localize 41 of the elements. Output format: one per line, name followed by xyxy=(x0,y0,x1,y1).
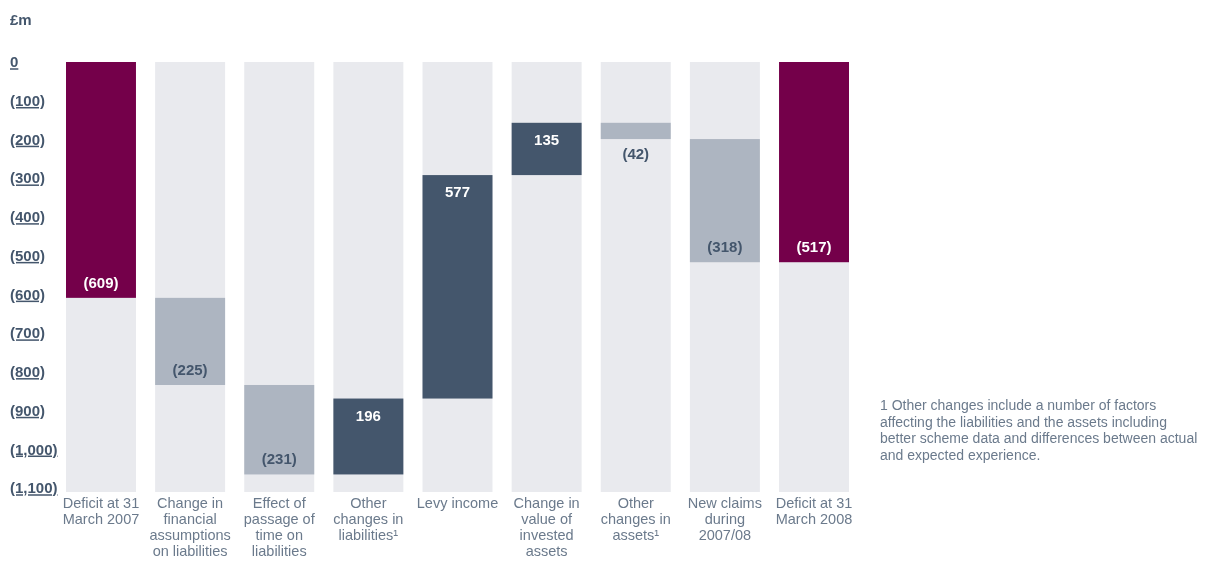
y-tick-label: (1,000) xyxy=(10,440,58,458)
y-tick-label: (200) xyxy=(10,130,46,148)
x-tick-label: Effect of passage of time on liabilities xyxy=(243,495,316,559)
data-label: (231) xyxy=(261,450,297,468)
bar xyxy=(689,139,760,263)
x-tick-label: Levy income xyxy=(416,495,499,511)
x-tick-label: New claims during 2007/08 xyxy=(687,495,762,543)
text: 1 Other changes include a number of factors affecting the liabilities and the assets including better scheme data and differences between actual and expected experience. xyxy=(880,397,1198,463)
y-tick-label: (700) xyxy=(10,324,46,342)
y-tick-label: (1,100) xyxy=(10,479,58,497)
data-label: 135 xyxy=(534,130,560,148)
data-label: (42) xyxy=(622,145,650,163)
bar xyxy=(244,384,315,475)
y-tick-label: 0 xyxy=(10,53,19,71)
data-label: (609) xyxy=(83,273,119,291)
y-tick-label: (800) xyxy=(10,363,46,381)
y-tick-label: (300) xyxy=(10,169,46,187)
data-label: (517) xyxy=(796,238,832,256)
data-label: (318) xyxy=(707,238,743,256)
bar xyxy=(422,175,493,399)
y-tick-label: (500) xyxy=(10,246,46,264)
x-tick-label: Deficit at 31 March 2008 xyxy=(775,495,853,527)
x-tick-label: Change in financial assumptions on liabilities xyxy=(149,495,231,559)
x-tick-label: Deficit at 31 March 2007 xyxy=(62,495,140,527)
bar xyxy=(511,122,582,176)
bar xyxy=(600,122,671,140)
bar xyxy=(66,62,136,298)
data-label: 196 xyxy=(355,406,381,424)
bar xyxy=(155,297,226,385)
y-tick-label: (100) xyxy=(10,91,46,109)
y-axis-title: £m xyxy=(10,11,32,28)
data-label: 577 xyxy=(444,183,471,201)
x-tick-label: Other changes in liabilities¹ xyxy=(333,495,404,543)
y-tick-label: (400) xyxy=(10,208,46,226)
bar xyxy=(333,398,404,475)
bar xyxy=(779,62,849,263)
x-tick-label: Change in value of invested assets xyxy=(513,495,580,559)
x-tick-label: Other changes in assets¹ xyxy=(600,495,671,543)
data-label: (225) xyxy=(172,360,208,378)
y-tick-label: (900) xyxy=(10,401,46,419)
y-tick-label: (600) xyxy=(10,285,46,303)
